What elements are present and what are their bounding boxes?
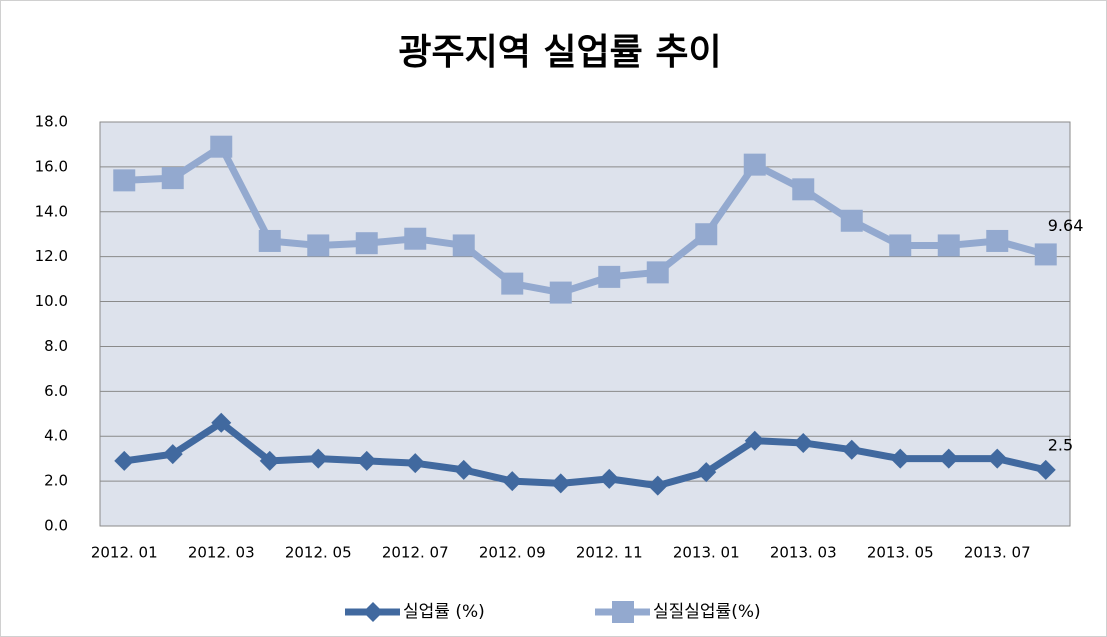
data-point <box>743 153 766 176</box>
data-point <box>355 232 378 255</box>
data-point <box>937 234 960 257</box>
x-tick-label: 2013. 03 <box>770 544 837 562</box>
y-tick-label: 8.0 <box>44 337 68 355</box>
data-point <box>404 227 427 250</box>
data-point <box>1034 243 1057 266</box>
data-point <box>1035 459 1056 480</box>
data-point <box>696 462 717 483</box>
x-tick-label: 2013. 05 <box>867 544 934 562</box>
data-point <box>986 229 1009 252</box>
x-tick-label: 2012. 05 <box>285 544 352 562</box>
legend-label: 실업률 (%) <box>403 602 485 622</box>
data-point <box>258 229 281 252</box>
chart-title: 광주지역 실업률 추이 <box>398 32 721 73</box>
x-tick-label: 2012. 09 <box>479 544 546 562</box>
y-tick-label: 0.0 <box>44 517 68 535</box>
data-point <box>889 234 912 257</box>
y-tick-label: 14.0 <box>35 202 68 220</box>
data-point <box>259 450 280 471</box>
x-tick-label: 2012. 07 <box>382 544 449 562</box>
y-tick-label: 10.0 <box>35 292 68 310</box>
legend-marker <box>363 602 383 622</box>
x-tick-label: 2012. 11 <box>576 544 643 562</box>
data-point <box>162 444 183 465</box>
data-point <box>452 234 475 257</box>
data-point <box>840 209 863 232</box>
y-tick-label: 16.0 <box>35 157 68 175</box>
data-point <box>550 473 571 494</box>
data-point <box>405 453 426 474</box>
data-point <box>938 448 959 469</box>
data-point <box>113 169 136 192</box>
data-point <box>890 448 911 469</box>
data-point <box>744 430 765 451</box>
x-tick-label: 2013. 01 <box>673 544 740 562</box>
annotation: 9.64 <box>1048 216 1084 235</box>
legend-label: 실질실업률(%) <box>653 602 761 622</box>
data-point <box>598 265 621 288</box>
data-point <box>647 475 668 496</box>
data-point <box>114 450 135 471</box>
y-tick-label: 2.0 <box>44 472 68 490</box>
data-point <box>356 450 377 471</box>
data-point <box>792 178 815 201</box>
data-label: 2.5 <box>1048 435 1073 454</box>
data-point <box>599 468 620 489</box>
data-point <box>501 272 524 295</box>
data-point <box>453 459 474 480</box>
data-point <box>646 261 669 284</box>
data-point <box>793 432 814 453</box>
data-point <box>161 167 184 190</box>
data-point <box>211 412 232 433</box>
data-point <box>308 448 329 469</box>
y-tick-label: 12.0 <box>35 247 68 265</box>
data-point <box>502 471 523 492</box>
y-tick-label: 18.0 <box>35 113 68 131</box>
data-point <box>987 448 1008 469</box>
data-point <box>210 135 233 158</box>
data-point <box>841 439 862 460</box>
x-tick-label: 2013. 07 <box>964 544 1031 562</box>
data-point <box>549 281 572 304</box>
x-tick-label: 2012. 01 <box>91 544 158 562</box>
y-tick-label: 4.0 <box>44 427 68 445</box>
x-tick-label: 2012. 03 <box>188 544 255 562</box>
data-point <box>695 223 718 246</box>
plot-area <box>99 121 1071 527</box>
y-tick-label: 6.0 <box>44 382 68 400</box>
data-point <box>307 234 330 257</box>
legend-marker <box>612 601 634 623</box>
